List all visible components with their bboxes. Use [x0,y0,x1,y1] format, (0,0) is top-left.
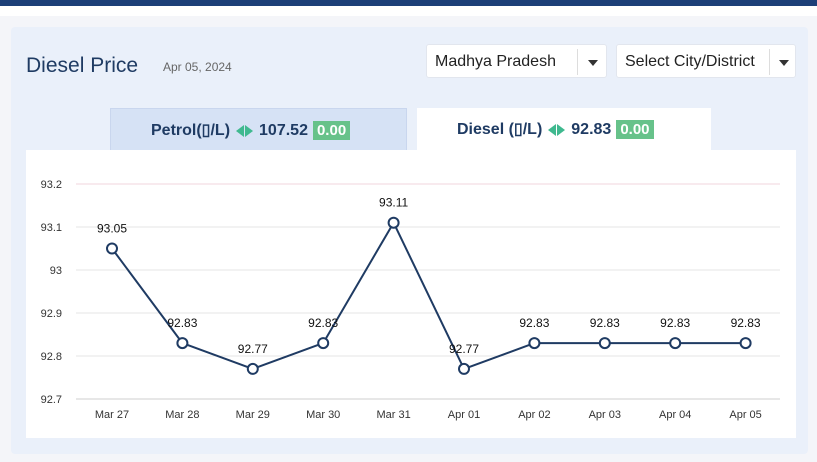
y-tick-label: 93 [50,265,62,277]
data-point [176,337,189,350]
price-date: Apr 05, 2024 [163,60,232,74]
tab-petrol-change-badge: 0.00 [312,121,351,140]
data-label: 92.83 [167,316,197,330]
chevron-down-icon[interactable] [588,60,598,66]
data-point [317,337,330,350]
city-select[interactable]: Select City/District [616,44,796,78]
x-tick-label: Mar 27 [95,409,129,421]
data-point [387,216,400,229]
data-label: 92.83 [308,316,338,330]
x-tick-label: Apr 01 [448,409,480,421]
tab-diesel[interactable]: Diesel (▯/L) 92.83 0.00 [417,108,711,150]
tab-diesel-price: 92.83 [571,121,612,138]
tab-petrol[interactable]: Petrol(▯/L) 107.52 0.00 [110,108,407,150]
y-tick-label: 93.1 [41,222,62,234]
y-tick-label: 92.9 [41,308,62,320]
chart-panel [26,150,796,438]
city-select-divider [769,49,770,75]
top-nav-bar [0,0,817,6]
data-label: 92.83 [660,316,690,330]
x-tick-label: Mar 30 [306,409,340,421]
data-label: 92.83 [731,316,761,330]
tab-diesel-label: Diesel (▯/L) [457,121,543,138]
state-select[interactable]: Madhya Pradesh [426,44,607,78]
y-tick-label: 93.2 [41,179,62,191]
x-tick-label: Apr 05 [729,409,761,421]
top-nav-strip [0,6,817,16]
data-point [669,337,682,350]
tab-petrol-price: 107.52 [259,122,308,139]
state-select-value: Madhya Pradesh [435,53,556,70]
series-line [111,221,746,370]
x-tick-label: Apr 02 [518,409,550,421]
x-tick-label: Mar 29 [236,409,270,421]
data-point [598,337,611,350]
x-tick-label: Apr 03 [589,409,621,421]
x-tick-label: Apr 04 [659,409,691,421]
data-label: 92.83 [590,316,620,330]
x-tick-label: Mar 31 [376,409,410,421]
y-tick-label: 92.7 [41,394,62,406]
data-point [106,242,118,255]
data-label: 92.77 [238,342,268,356]
page-title: Diesel Price [26,54,139,77]
city-select-value: Select City/District [625,53,755,70]
y-tick-label: 92.8 [41,351,62,363]
data-point [739,337,752,350]
x-tick-label: Mar 28 [165,409,199,421]
data-label: 93.11 [379,196,408,210]
change-arrows-icon [548,121,566,139]
data-label: 92.77 [449,342,479,356]
state-select-divider [577,49,578,75]
data-label: 93.05 [97,222,127,236]
change-arrows-icon [236,122,254,140]
data-point [528,337,541,350]
data-label: 92.83 [519,316,549,330]
data-point [458,362,470,375]
chevron-down-icon[interactable] [779,60,789,66]
tab-petrol-label: Petrol(▯/L) [151,122,231,139]
data-point [246,362,259,375]
tab-diesel-change-badge: 0.00 [616,120,654,139]
